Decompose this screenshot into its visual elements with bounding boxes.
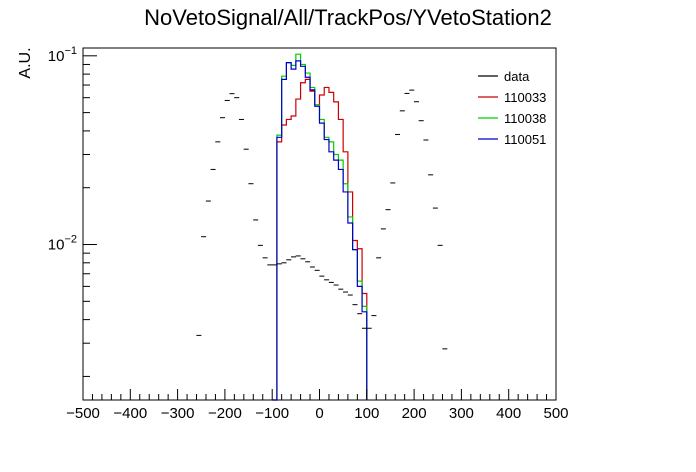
x-tick-label: −400 bbox=[113, 405, 147, 422]
y-tick-label: 10−1 bbox=[48, 45, 77, 65]
x-tick-label: 0 bbox=[315, 405, 323, 422]
data-points-layer bbox=[196, 89, 448, 350]
x-tick-label: −200 bbox=[208, 405, 242, 422]
x-tick-label: 200 bbox=[402, 405, 427, 422]
legend-label: 110051 bbox=[504, 132, 546, 147]
histogram-110051 bbox=[272, 60, 368, 401]
legend-label: 110033 bbox=[504, 90, 546, 105]
legend: data 110033 110038 110051 bbox=[478, 69, 546, 147]
x-tick-label: −100 bbox=[255, 405, 289, 422]
y-tick-label: 10−2 bbox=[48, 234, 77, 254]
legend-label: data bbox=[504, 69, 530, 84]
x-tick-label: −500 bbox=[66, 405, 100, 422]
x-tick-label: 500 bbox=[543, 405, 568, 422]
x-tick-label: 100 bbox=[354, 405, 379, 422]
x-tick-label: −300 bbox=[161, 405, 195, 422]
y-axis-label: A.U. bbox=[17, 47, 34, 78]
legend-label: 110038 bbox=[504, 111, 546, 126]
chart-title: NoVetoSignal/All/TrackPos/YVetoStation2 bbox=[144, 5, 552, 30]
x-tick-label: 400 bbox=[496, 405, 521, 422]
histogram-110033 bbox=[272, 78, 368, 401]
x-tick-label: 300 bbox=[449, 405, 474, 422]
axes-layer: −500 −400 −300 −200 −100 0 100 200 300 400 500 10−2… bbox=[48, 45, 569, 422]
series-layer bbox=[272, 53, 368, 401]
